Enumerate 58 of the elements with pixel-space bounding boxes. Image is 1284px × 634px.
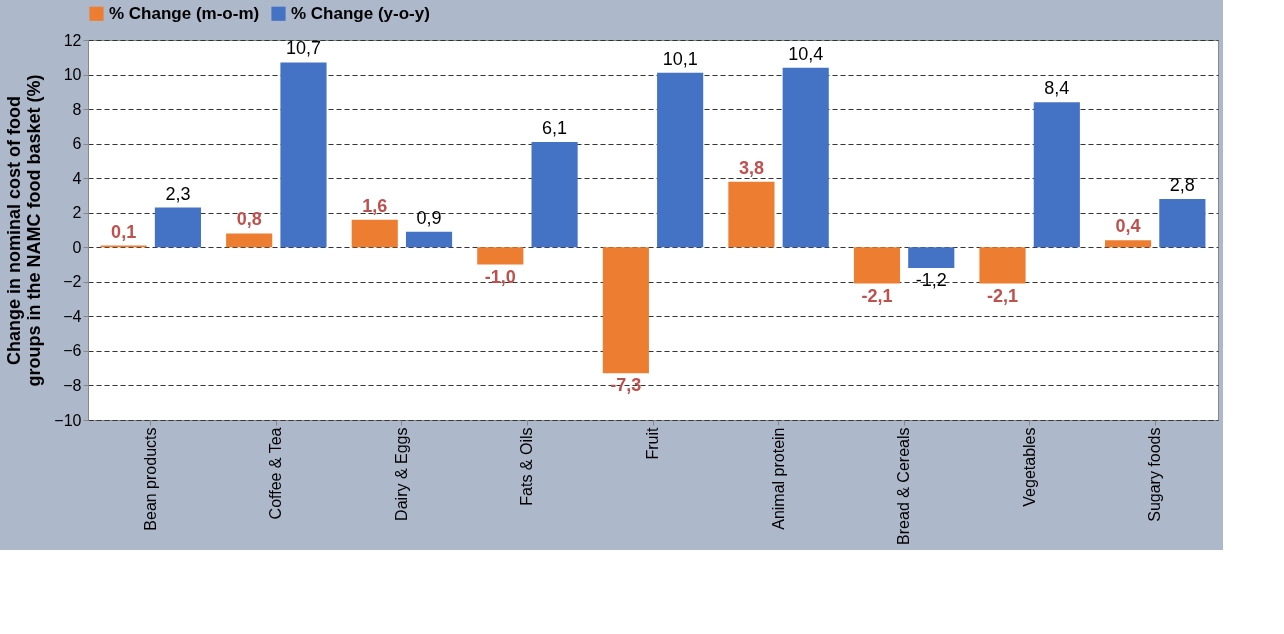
data-label: -2,1	[861, 285, 893, 306]
data-label: 10,7	[285, 38, 321, 59]
y-tick-label: 6	[72, 135, 82, 153]
bar	[405, 231, 453, 248]
bar	[531, 141, 578, 248]
y-axis-title: Change in nominal cost of food groups in the NAMC food basket (%)	[4, 74, 45, 387]
y-tick-label: 2	[72, 204, 82, 222]
y-tick-label: −8	[63, 376, 82, 394]
x-tick-label: Fats & Oils	[518, 427, 536, 506]
data-label: 2,8	[1169, 174, 1195, 195]
data-label: 0,9	[416, 207, 442, 228]
y-tick-label: 10	[63, 66, 82, 84]
y-tick-label: 4	[72, 169, 82, 187]
x-tick-label: Dairy & Eggs	[392, 427, 410, 521]
x-tick-label: Bean products	[141, 427, 159, 531]
bar	[908, 247, 955, 268]
data-label: 10,1	[662, 48, 698, 69]
bar	[1159, 198, 1206, 248]
y-tick-label: −2	[63, 273, 82, 291]
bar	[782, 67, 829, 248]
bar	[728, 181, 775, 248]
bar	[351, 219, 398, 248]
y-tick-label: 8	[72, 100, 82, 118]
legend-label: % Change (m-o-m)	[109, 3, 260, 23]
bar	[979, 247, 1026, 284]
x-tick-label: Sugary foods	[1146, 427, 1164, 522]
x-tick-label: Coffee & Tea	[267, 427, 285, 520]
data-label: 0,8	[236, 209, 262, 230]
y-tick-label: −4	[63, 307, 82, 325]
x-tick-label: Fruit	[644, 426, 661, 460]
x-tick-label: Animal protein	[769, 427, 787, 530]
x-tick-label: Vegetables	[1020, 427, 1038, 507]
bar	[1105, 240, 1152, 248]
legend-label: % Change (y-o-y)	[291, 3, 430, 23]
data-label: -1,0	[484, 266, 516, 287]
y-tick-label: −6	[63, 342, 82, 360]
y-tick-label: 0	[72, 238, 82, 256]
data-label: 1,6	[362, 195, 388, 216]
bar	[280, 62, 327, 248]
bar	[853, 247, 901, 284]
y-tick-label: −10	[54, 411, 82, 429]
bar	[602, 247, 649, 374]
bar	[154, 207, 201, 248]
data-label: 6,1	[542, 117, 568, 138]
data-label: -1,2	[915, 270, 947, 290]
data-label: 10,4	[788, 43, 824, 64]
bar	[226, 233, 273, 248]
data-label: 8,4	[1044, 78, 1070, 99]
data-label: 0,4	[1115, 216, 1141, 237]
x-tick-label: Bread & Cereals	[895, 427, 913, 545]
bar	[1033, 102, 1080, 248]
bar	[477, 247, 524, 265]
data-label: 0,1	[111, 221, 137, 242]
data-label: -2,1	[987, 285, 1019, 306]
y-tick-label: 12	[63, 31, 82, 49]
data-label: 3,8	[738, 157, 764, 178]
bar	[657, 72, 704, 248]
data-label: 2,3	[165, 183, 191, 204]
